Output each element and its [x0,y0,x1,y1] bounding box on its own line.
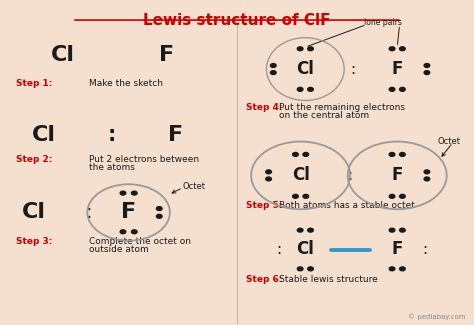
Text: Both atoms has a stable octet: Both atoms has a stable octet [279,201,415,210]
Circle shape [131,191,137,195]
Text: F: F [159,45,174,65]
Circle shape [308,47,313,51]
Circle shape [266,177,272,181]
Circle shape [297,47,303,51]
Text: Cl: Cl [51,45,74,65]
Circle shape [400,47,405,51]
Circle shape [120,230,126,234]
Circle shape [424,177,430,181]
Circle shape [131,230,137,234]
Circle shape [424,64,430,68]
Circle shape [156,214,162,218]
Text: :: : [347,168,353,183]
Text: :: : [276,242,281,257]
Circle shape [389,87,395,91]
Text: F: F [168,125,183,145]
Text: :: : [108,125,116,145]
Text: outside atom: outside atom [89,245,148,254]
Text: Octet: Octet [183,182,206,191]
Text: Lewis structure of ClF: Lewis structure of ClF [143,13,331,28]
Circle shape [297,267,303,271]
Text: Put 2 electrons between: Put 2 electrons between [89,155,199,164]
Circle shape [156,207,162,211]
Text: Step 6:: Step 6: [246,275,283,284]
Circle shape [400,267,405,271]
Circle shape [308,228,313,232]
Circle shape [303,194,309,198]
Text: F: F [392,166,403,184]
Circle shape [389,267,395,271]
Text: Step 3:: Step 3: [16,237,52,246]
Text: Step 5:: Step 5: [246,201,283,210]
Text: F: F [121,202,136,222]
Text: :: : [350,61,355,77]
Circle shape [400,152,405,156]
Text: Cl: Cl [32,125,56,145]
Circle shape [308,87,313,91]
Text: F: F [392,240,403,258]
Circle shape [424,170,430,174]
Circle shape [271,71,276,74]
Text: :: : [422,242,427,257]
Text: Cl: Cl [22,202,46,222]
Circle shape [297,87,303,91]
Circle shape [120,191,126,195]
Text: Octet: Octet [438,137,461,146]
Text: Cl: Cl [296,240,314,258]
Circle shape [292,152,298,156]
Circle shape [424,71,430,74]
Circle shape [271,64,276,68]
Text: Step 1:: Step 1: [16,79,52,88]
Text: Complete the octet on: Complete the octet on [89,237,191,246]
Circle shape [389,194,395,198]
Text: Put the remaining electrons: Put the remaining electrons [279,103,405,112]
Text: Stable lewis structure: Stable lewis structure [279,275,378,284]
Text: lone pairs: lone pairs [364,18,402,27]
Circle shape [389,228,395,232]
Circle shape [292,194,298,198]
Text: Step 2:: Step 2: [16,155,52,164]
Text: © pediabay.com: © pediabay.com [408,313,465,320]
Text: Cl: Cl [296,60,314,78]
Circle shape [266,170,272,174]
Text: the atoms: the atoms [89,163,135,173]
Text: on the central atom: on the central atom [279,111,370,120]
Circle shape [297,228,303,232]
Circle shape [308,267,313,271]
Text: :: : [85,203,92,222]
Circle shape [389,152,395,156]
Circle shape [389,47,395,51]
Circle shape [400,228,405,232]
Text: Make the sketch: Make the sketch [89,79,163,88]
Text: Step 4:: Step 4: [246,103,283,112]
Circle shape [400,194,405,198]
Text: Cl: Cl [292,166,310,184]
Circle shape [303,152,309,156]
Circle shape [400,87,405,91]
Text: F: F [392,60,403,78]
